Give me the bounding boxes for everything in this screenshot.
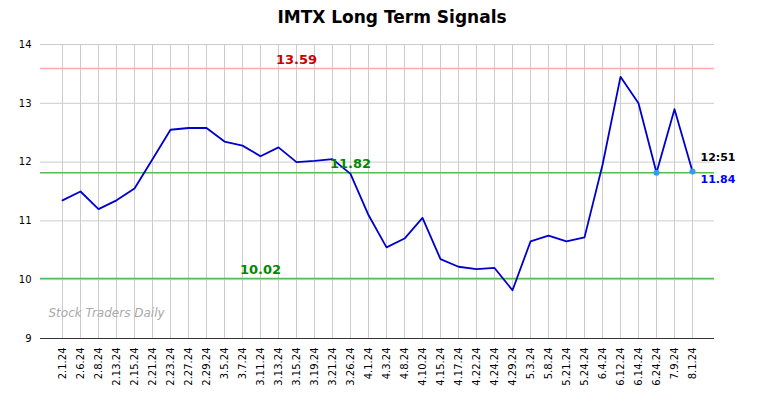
svg-text:3.11.24: 3.11.24 [255,348,266,386]
svg-text:5.21.24: 5.21.24 [561,348,572,386]
svg-text:5.24.24: 5.24.24 [579,348,590,386]
svg-text:3.26.24: 3.26.24 [345,348,356,386]
svg-text:5.8.24: 5.8.24 [543,348,554,380]
svg-text:2.1.24: 2.1.24 [57,348,68,380]
svg-text:7.9.24: 7.9.24 [669,348,680,380]
svg-text:3.13.24: 3.13.24 [273,348,284,386]
svg-text:11.82: 11.82 [330,156,371,171]
svg-text:4.3.24: 4.3.24 [381,348,392,380]
svg-text:9: 9 [25,333,31,344]
svg-text:3.7.24: 3.7.24 [237,348,248,380]
svg-text:4.15.24: 4.15.24 [435,348,446,386]
svg-text:Stock Traders Daily: Stock Traders Daily [49,306,166,320]
svg-text:13.59: 13.59 [276,52,317,67]
svg-text:10.02: 10.02 [240,262,281,277]
svg-text:4.22.24: 4.22.24 [471,348,482,386]
svg-text:8.1.24: 8.1.24 [687,348,698,380]
svg-text:2.29.24: 2.29.24 [201,348,212,386]
svg-text:11.84: 11.84 [701,173,736,186]
svg-text:2.8.24: 2.8.24 [93,348,104,380]
svg-text:6.12.24: 6.12.24 [615,348,626,386]
svg-text:2.15.24: 2.15.24 [129,348,140,386]
svg-text:3.5.24: 3.5.24 [219,348,230,380]
svg-text:14: 14 [19,39,32,50]
svg-text:6.4.24: 6.4.24 [597,348,608,380]
svg-text:3.19.24: 3.19.24 [309,348,320,386]
svg-text:4.10.24: 4.10.24 [417,348,428,386]
svg-text:2.21.24: 2.21.24 [147,348,158,386]
svg-text:2.27.24: 2.27.24 [183,348,194,386]
svg-text:4.24.24: 4.24.24 [489,348,500,386]
svg-text:2.6.24: 2.6.24 [75,348,86,380]
svg-text:2.13.24: 2.13.24 [111,348,122,386]
svg-text:3.15.24: 3.15.24 [291,348,302,386]
html-text:IMTX Long Term Signals: IMTX Long Term Signals [277,7,507,27]
svg-text:4.1.24: 4.1.24 [363,348,374,380]
svg-text:6.24.24: 6.24.24 [651,348,662,386]
svg-text:4.17.24: 4.17.24 [453,348,464,386]
svg-text:10: 10 [19,274,32,285]
svg-text:12: 12 [19,156,32,167]
svg-text:13: 13 [19,98,32,109]
svg-text:12:51: 12:51 [701,151,736,164]
svg-text:4.29.24: 4.29.24 [507,348,518,386]
svg-text:11: 11 [19,215,32,226]
svg-text:5.3.24: 5.3.24 [525,348,536,380]
svg-text:4.8.24: 4.8.24 [399,348,410,380]
svg-text:6.14.24: 6.14.24 [633,348,644,386]
svg-text:3.21.24: 3.21.24 [327,348,338,386]
svg-text:2.23.24: 2.23.24 [165,348,176,386]
